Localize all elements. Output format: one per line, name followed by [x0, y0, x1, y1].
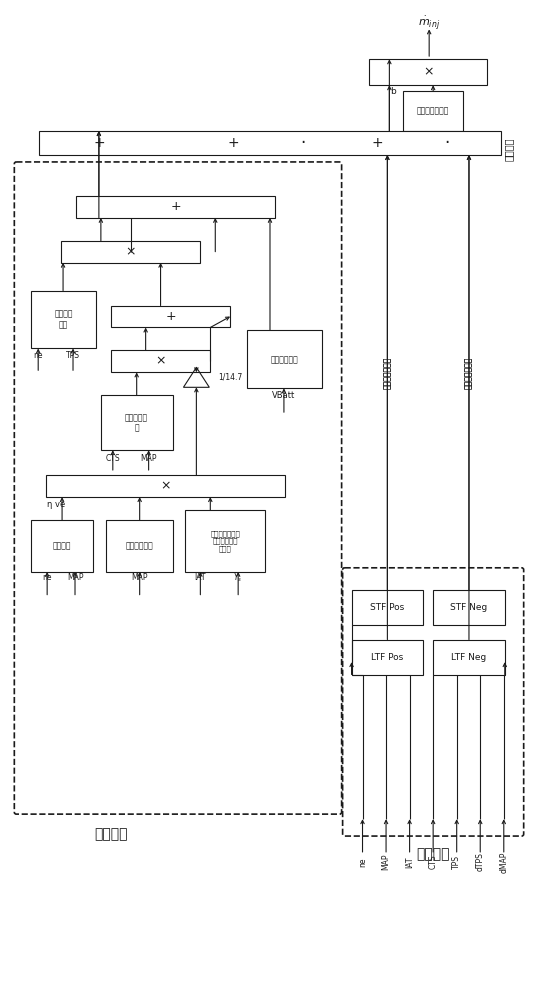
Text: 1/14.7: 1/14.7	[218, 373, 243, 382]
Text: $Y_s$: $Y_s$	[233, 572, 243, 584]
Bar	[31, 520, 93, 572]
Text: TPS: TPS	[66, 351, 80, 360]
Bar	[106, 520, 173, 572]
Bar	[186, 510, 265, 572]
Text: η ve: η ve	[47, 500, 65, 509]
Text: LTF Neg: LTF Neg	[451, 653, 486, 662]
Bar	[61, 241, 200, 263]
Text: +: +	[372, 136, 383, 150]
Text: 暖机温度修
正: 暖机温度修 正	[125, 413, 148, 432]
Text: 正向长油膜补偿: 正向长油膜补偿	[383, 356, 392, 389]
Text: $\dot{m}_{inj}$: $\dot{m}_{inj}$	[418, 14, 440, 32]
Text: ne: ne	[358, 857, 367, 867]
Text: 稳态燃油: 稳态燃油	[94, 827, 128, 841]
Bar	[111, 350, 210, 372]
Text: +: +	[93, 136, 105, 150]
Text: dMAP: dMAP	[499, 851, 508, 873]
Text: dTPS: dTPS	[476, 853, 485, 871]
Text: ne: ne	[33, 351, 43, 360]
Text: VBatt: VBatt	[272, 391, 295, 400]
Text: STF Pos: STF Pos	[370, 603, 405, 612]
Text: ne: ne	[43, 573, 52, 582]
Text: CTS: CTS	[105, 454, 120, 463]
Text: 大气背压
修正: 大气背压 修正	[54, 310, 73, 329]
Text: 正向短油膜补偿: 正向短油膜补偿	[383, 356, 392, 389]
Bar	[46, 475, 285, 497]
Text: 喷油器流量系数: 喷油器流量系数	[417, 107, 449, 116]
Bar	[433, 590, 505, 625]
Text: ·: ·	[444, 134, 450, 152]
Text: 带进气温度修正
的理想气体状
态方程: 带进气温度修正 的理想气体状 态方程	[210, 530, 240, 552]
Bar	[76, 196, 275, 218]
Text: ×: ×	[125, 245, 136, 258]
Bar	[39, 131, 501, 155]
Text: 电瓶电压补偿: 电瓶电压补偿	[271, 355, 298, 364]
Text: MAP: MAP	[67, 573, 83, 582]
Text: MAP: MAP	[381, 854, 391, 870]
Bar	[433, 640, 505, 675]
Bar	[404, 91, 463, 131]
Text: MAP: MAP	[131, 573, 148, 582]
Text: MAP: MAP	[140, 454, 157, 463]
Text: LTF Pos: LTF Pos	[371, 653, 404, 662]
Text: 空气质量计算: 空气质量计算	[126, 541, 153, 550]
Text: 充气效率: 充气效率	[53, 541, 72, 550]
Text: +: +	[228, 136, 239, 150]
Bar	[351, 640, 423, 675]
Text: 负向长油膜补偿: 负向长油膜补偿	[464, 356, 473, 389]
Text: 瞬态燃油: 瞬态燃油	[416, 847, 450, 861]
Bar	[31, 291, 96, 348]
Text: TPS: TPS	[452, 855, 461, 869]
Bar	[370, 59, 487, 85]
Text: +: +	[170, 200, 181, 213]
Bar	[247, 330, 322, 388]
Text: STF Neg: STF Neg	[450, 603, 487, 612]
Text: ×: ×	[160, 480, 171, 493]
Text: IAT: IAT	[195, 573, 206, 582]
Text: ·: ·	[300, 134, 306, 152]
Bar	[351, 590, 423, 625]
Text: 喷油脉宽: 喷油脉宽	[504, 137, 514, 161]
Text: b: b	[391, 87, 396, 96]
Text: IAT: IAT	[405, 856, 414, 868]
Bar	[111, 306, 230, 327]
Text: 负向短油膜补偿: 负向短油膜补偿	[464, 356, 473, 389]
Text: ×: ×	[155, 355, 166, 368]
Bar	[101, 395, 173, 450]
Text: +: +	[165, 310, 176, 323]
Text: CTS: CTS	[429, 855, 437, 869]
Text: ×: ×	[423, 66, 434, 79]
